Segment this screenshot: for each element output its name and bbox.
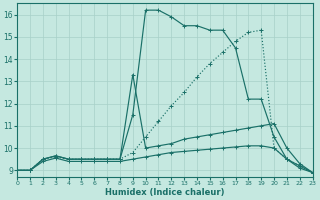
- X-axis label: Humidex (Indice chaleur): Humidex (Indice chaleur): [105, 188, 225, 197]
